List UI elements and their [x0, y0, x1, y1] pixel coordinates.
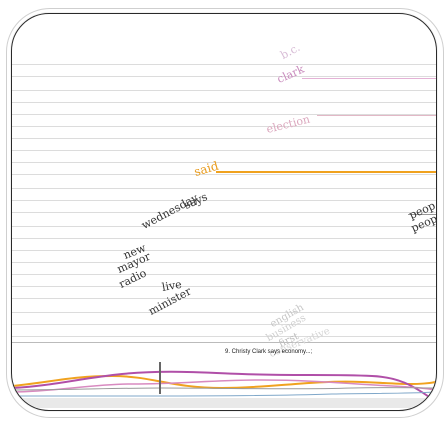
headline-caption[interactable]: 9. Christy Clark says economy...;: [225, 349, 313, 355]
timeline-line-pink: [12, 379, 436, 393]
device-frame-outline: [6, 8, 444, 418]
word-clark[interactable]: clark: [275, 62, 307, 86]
guide-rule: [12, 286, 436, 287]
guide-rule: [12, 150, 436, 151]
guide-rule: [12, 298, 436, 299]
timeline-scrubber[interactable]: [159, 362, 161, 394]
guide-rule: [12, 274, 436, 275]
word-bc[interactable]: b.c.: [278, 40, 303, 62]
timeline-line-orange: [12, 374, 436, 390]
guide-rule: [12, 162, 436, 163]
track-election: [317, 115, 436, 116]
track-people: [408, 214, 436, 215]
guide-rule: [12, 102, 436, 103]
guide-rule: [12, 114, 436, 115]
guide-rule: [12, 174, 436, 175]
guide-rule: [12, 64, 436, 65]
guide-rule: [12, 200, 436, 201]
track-said: [216, 171, 436, 173]
guide-rule: [12, 312, 436, 313]
guide-rule: [12, 262, 436, 263]
guide-rule: [12, 76, 436, 77]
timeline-chart[interactable]: [12, 362, 436, 411]
guide-rule: [12, 188, 436, 189]
guide-rule: [12, 212, 436, 213]
timeline-divider: [12, 342, 436, 343]
guide-rule: [12, 336, 436, 337]
track-clark: [302, 78, 436, 79]
scroll-track[interactable]: [12, 398, 436, 408]
guide-rule: [12, 250, 436, 251]
timeline-line-gray: [12, 387, 436, 391]
visualization-panel: b.c. clark election said says wednesday …: [11, 13, 437, 411]
timeline-line-blue: [12, 391, 436, 397]
guide-rule: [12, 238, 436, 239]
guide-rule: [12, 126, 436, 127]
word-election[interactable]: election: [265, 112, 312, 136]
guide-rule: [12, 138, 436, 139]
guide-rule: [12, 226, 436, 227]
timeline-line-violet: [12, 370, 436, 403]
guide-rule: [12, 90, 436, 91]
guide-rule: [12, 324, 436, 325]
